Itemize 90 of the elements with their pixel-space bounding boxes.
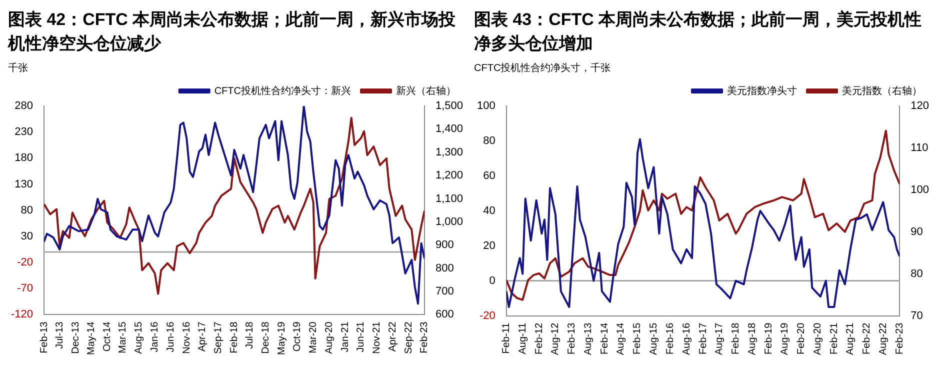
x-tick-label: Dec-18 (260, 321, 272, 354)
x-tick-label: Aug-17 (714, 322, 726, 356)
y-tick-label: 80 (483, 134, 496, 147)
x-tick-label: Aug-14 (616, 322, 627, 356)
x-tick-label: Feb-13 (566, 322, 578, 354)
y2-tick-label: 120 (910, 100, 930, 112)
x-tick-label: Feb-13 (38, 321, 50, 354)
y2-tick-label: 1,400 (435, 123, 464, 136)
x-tick-label: Aug-11 (517, 322, 528, 354)
legend-label: 新兴（右轴） (396, 84, 456, 97)
y2-tick-label: 1,100 (435, 192, 464, 205)
y-tick-label: 280 (14, 100, 34, 112)
y2-tick-label: 100 (910, 184, 930, 196)
y2-tick-label: 600 (435, 308, 454, 321)
chart-title: 图表 43：CFTC 本周尚未公布数据；此前一周，美元投机性净多头仓位增加 (474, 9, 923, 55)
x-tick-label: Nov-21 (372, 321, 383, 354)
x-tick-label: Feb-21 (828, 322, 840, 354)
x-tick-label: Aug-15 (134, 321, 145, 354)
x-tick-label: Oct-14 (102, 321, 113, 352)
x-tick-label: Nov-16 (181, 321, 192, 354)
y-tick-label: 180 (14, 152, 34, 164)
x-tick-label: Feb-12 (534, 322, 545, 354)
x-tick-label: Feb-20 (796, 322, 808, 354)
y2-tick-label: 80 (910, 268, 923, 280)
legend-label: CFTC投机性合约净头寸：新兴 (214, 84, 352, 97)
y2-tick-label: 800 (435, 262, 454, 274)
x-tick-label: Feb-19 (763, 322, 774, 354)
x-tick-label: Apr-22 (387, 321, 398, 352)
x-tick-label: May-19 (276, 321, 288, 356)
x-tick-label: Feb-22 (862, 322, 873, 354)
y2-tick-label: 110 (910, 142, 928, 154)
y2-tick-label: 1,000 (435, 216, 464, 228)
x-tick-label: Jun-21 (356, 321, 367, 352)
x-tick-label: Dec-13 (70, 321, 82, 354)
x-tick-label: Aug-16 (681, 322, 692, 356)
y-tick-label: 30 (20, 230, 34, 242)
y-tick-label: -20 (17, 256, 34, 269)
y-tick-label: 230 (14, 126, 34, 138)
legend-label: 美元指数净头寸 (727, 84, 797, 97)
x-tick-label: Feb-23 (419, 321, 430, 354)
x-tick-label: Jan-21 (340, 321, 351, 352)
x-tick-label: Jun-16 (165, 321, 176, 352)
x-tick-label: Aug-20 (324, 321, 336, 354)
y2-tick-label: 900 (435, 239, 454, 252)
x-tick-label: Feb-11 (501, 322, 512, 354)
x-tick-label: Aug-20 (812, 322, 824, 356)
x-tick-label: Feb-18 (228, 321, 240, 354)
y2-tick-label: 1,200 (435, 170, 464, 182)
x-tick-label: Jan-16 (150, 321, 161, 352)
y2-tick-label: 1,300 (435, 146, 464, 158)
x-tick-label: Feb-17 (698, 322, 709, 354)
y-tick-label: 0 (489, 274, 496, 287)
legend-label: 美元指数（右轴） (842, 84, 922, 97)
x-tick-label: Feb-23 (894, 322, 906, 354)
x-tick-label: Aug-21 (845, 322, 856, 356)
x-tick-label: Apr-17 (197, 321, 208, 352)
y2-tick-label: 1,500 (435, 100, 464, 112)
y-tick-label: 130 (14, 178, 34, 190)
y2-tick-label: 70 (910, 310, 923, 322)
x-tick-label: Feb-14 (599, 322, 610, 354)
x-tick-label: Aug-18 (746, 322, 758, 356)
x-tick-label: Oct-19 (292, 321, 304, 352)
y-tick-label: 80 (20, 204, 34, 216)
x-tick-label: Aug-19 (780, 322, 791, 356)
x-tick-label: Sep-17 (213, 321, 224, 354)
y-tick-label: 40 (483, 204, 496, 217)
y-tick-label: 60 (483, 170, 496, 182)
x-tick-label: May-14 (86, 321, 98, 356)
x-tick-label: Mar-20 (308, 321, 320, 354)
x-tick-label: Sep-22 (403, 321, 414, 354)
y-tick-label: -20 (479, 310, 496, 322)
y-axis-title: 千张 (8, 62, 28, 74)
y-tick-label: -70 (17, 282, 34, 295)
x-tick-label: Aug-22 (878, 322, 889, 356)
y-tick-label: -120 (10, 308, 34, 321)
y-tick-label: 100 (476, 100, 496, 112)
x-tick-label: Feb-18 (730, 322, 742, 354)
y2-tick-label: 90 (910, 226, 923, 238)
x-tick-label: Jul-13 (54, 321, 66, 349)
x-tick-label: Aug-15 (648, 322, 660, 356)
x-tick-label: Mar-15 (118, 321, 129, 354)
x-tick-label: Jul-18 (244, 321, 256, 349)
x-tick-label: Aug-12 (550, 322, 562, 356)
y-tick-label: 20 (483, 240, 496, 252)
y-axis-title: CFTC投机性合约净头寸，千张 (474, 62, 611, 74)
y2-tick-label: 700 (435, 286, 454, 298)
x-tick-label: Aug-13 (582, 322, 594, 356)
chart-title: 图表 42：CFTC 本周尚未公布数据；此前一周，新兴市场投机性净空头仓位减少 (8, 9, 457, 55)
x-tick-label: Feb-16 (664, 322, 676, 354)
x-tick-label: Feb-15 (632, 322, 644, 354)
